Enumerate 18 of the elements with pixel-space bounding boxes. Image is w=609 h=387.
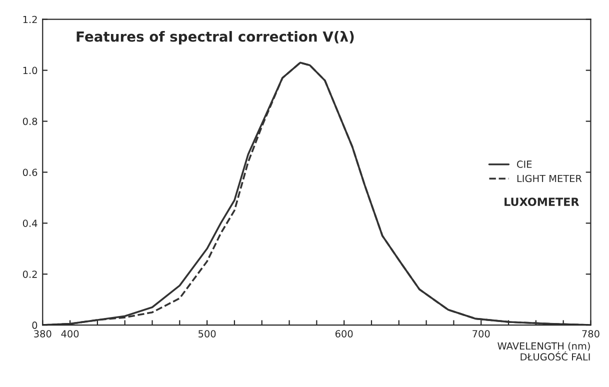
y-tick-label: 0.4 [22,220,38,227]
x-axis-title: WAVELENGTH (nm) DŁUGOŚĆ FALI [498,342,590,361]
text: Features of spectral correction V(λ) [76,31,354,44]
x-tick-label: 400 [61,330,79,338]
x-tick-label: 600 [335,330,353,338]
x-tick-label: 380 [34,330,52,338]
x-tick-label: 500 [198,330,216,338]
y-tick-label: 0 [32,322,38,329]
legend-label: CIE [517,160,532,168]
y-tick-label: 0.8 [22,118,38,126]
y-tick-label: 0.6 [22,168,38,176]
y-tick-label: 1.2 [23,16,37,24]
legend-label: LIGHT METER [517,174,582,182]
annotation: LUXOMETER [504,198,580,206]
y-tick-label: 1.0 [23,66,38,74]
x-tick-label: 700 [472,330,490,338]
y-tick-label: 0.2 [22,270,37,278]
x-tick-label: 780 [582,330,600,338]
